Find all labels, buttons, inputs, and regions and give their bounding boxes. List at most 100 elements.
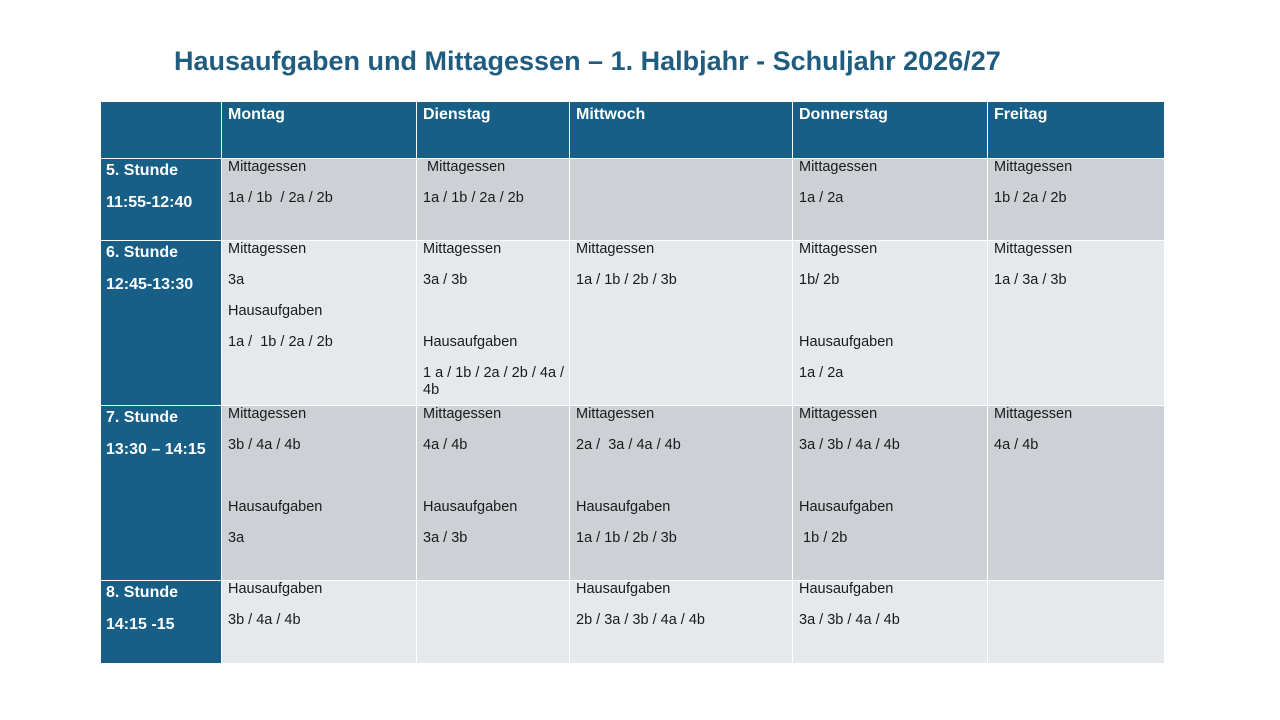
cell-line: 1a / 3a / 3b: [994, 272, 1067, 288]
table-row: 7. Stunde 13:30 – 14:15 Mittagessen 3b / 4a…: [100, 405, 1165, 581]
schedule-cell-donnerstag: Hausaufgaben 3a / 3b / 4a / 4b: [792, 580, 988, 664]
cell-line: 1a / 1b / 2a / 2b: [228, 190, 333, 206]
schedule-cell-mittwoch: Hausaufgaben 2b / 3a / 3b / 4a / 4b: [569, 580, 793, 664]
period-time: 12:45-13:30: [106, 276, 194, 293]
schedule-cell-dienstag: Mittagessen 4a / 4b Hausaufgaben 3a / 3b: [416, 405, 570, 581]
cell-line: Mittagessen: [423, 241, 502, 257]
cell-line: 4a / 4b: [994, 437, 1039, 453]
cell-line: Hausaufgaben: [228, 303, 323, 319]
period-time: 11:55-12:40: [106, 194, 193, 211]
day-header-donnerstag: Donnerstag: [792, 101, 988, 159]
cell-line: Hausaufgaben: [576, 581, 671, 597]
cell-line: [576, 468, 792, 499]
schedule-cell-donnerstag: Mittagessen 1a / 2a: [792, 158, 988, 241]
cell-line: Mittagessen: [423, 406, 502, 422]
cell-line: 1a / 1b / 2b / 3b: [576, 530, 677, 546]
table-row: 8. Stunde 14:15 -15 Hausaufgaben 3b / 4a / …: [100, 580, 1165, 664]
cell-line: Hausaufgaben: [799, 581, 894, 597]
cell-line: Mittagessen: [228, 406, 307, 422]
cell-line: Hausaufgaben: [228, 581, 323, 597]
cell-line: Hausaufgaben: [576, 499, 671, 515]
cell-line: 1b / 2a / 2b: [994, 190, 1067, 206]
cell-line: 3a / 3b: [423, 272, 468, 288]
cell-line: Hausaufgaben: [799, 334, 894, 350]
cell-line: 3b / 4a / 4b: [228, 437, 301, 453]
schedule-cell-mittwoch: [569, 158, 793, 241]
cell-line: 1 a / 1b / 2a / 2b / 4a / 4b: [423, 365, 569, 398]
day-header-freitag: Freitag: [987, 101, 1165, 159]
schedule-cell-freitag: Mittagessen 4a / 4b: [987, 405, 1165, 581]
cell-line: Mittagessen: [994, 406, 1073, 422]
period-label: 8. Stunde: [106, 584, 179, 601]
table-row: 5. Stunde 11:55-12:40 Mittagessen 1a / 1b /…: [100, 158, 1165, 241]
period-header: 7. Stunde 13:30 – 14:15: [100, 405, 222, 581]
cell-line: Hausaufgaben: [799, 499, 894, 515]
cell-line: [228, 468, 416, 499]
cell-line: 1a / 2a: [799, 365, 844, 381]
schedule-body: 5. Stunde 11:55-12:40 Mittagessen 1a / 1b /…: [100, 158, 1165, 664]
cell-line: 1a / 1b / 2a / 2b: [423, 190, 524, 206]
schedule-cell-montag: Hausaufgaben 3b / 4a / 4b: [221, 580, 417, 664]
schedule-cell-dienstag: Mittagessen 3a / 3b Hausaufgaben 1 a / 1b /…: [416, 240, 570, 406]
day-header-montag: Montag: [221, 101, 417, 159]
schedule-cell-montag: Mittagessen 3a Hausaufgaben 1a / 1b / 2a / …: [221, 240, 417, 406]
schedule-cell-montag: Mittagessen 3b / 4a / 4b Hausaufgaben 3a: [221, 405, 417, 581]
cell-line: 1a / 1b / 2a / 2b: [228, 334, 333, 350]
cell-line: 1b/ 2b: [799, 272, 840, 288]
period-header: 6. Stunde 12:45-13:30: [100, 240, 222, 406]
corner-cell: [100, 101, 222, 159]
cell-line: 3a: [228, 272, 245, 288]
cell-line: 4a / 4b: [423, 437, 468, 453]
cell-line: 3b / 4a / 4b: [228, 612, 301, 628]
cell-line: 1a / 2a: [799, 190, 844, 206]
cell-line: 3a / 3b / 4a / 4b: [799, 612, 900, 628]
cell-line: Mittagessen: [994, 159, 1073, 175]
cell-line: Mittagessen: [799, 159, 878, 175]
schedule-cell-freitag: [987, 580, 1165, 664]
cell-line: Hausaufgaben: [228, 499, 323, 515]
period-header: 5. Stunde 11:55-12:40: [100, 158, 222, 241]
cell-line: 1b / 2b: [799, 530, 848, 546]
day-header-mittwoch: Mittwoch: [569, 101, 793, 159]
cell-line: Mittagessen: [228, 241, 307, 257]
schedule-cell-mittwoch: Mittagessen 2a / 3a / 4a / 4b Hausaufgaben…: [569, 405, 793, 581]
schedule-cell-donnerstag: Mittagessen 3a / 3b / 4a / 4b Hausaufgaben…: [792, 405, 988, 581]
period-label: 7. Stunde: [106, 409, 179, 426]
cell-line: 2b / 3a / 3b / 4a / 4b: [576, 612, 705, 628]
schedule-cell-mittwoch: Mittagessen 1a / 1b / 2b / 3b: [569, 240, 793, 406]
period-time: 14:15 -15: [106, 616, 175, 633]
cell-line: [799, 468, 987, 499]
cell-line: Mittagessen: [799, 241, 878, 257]
cell-line: 2a / 3a / 4a / 4b: [576, 437, 681, 453]
cell-line: Hausaufgaben: [423, 334, 518, 350]
cell-line: Mittagessen: [228, 159, 307, 175]
cell-line: Mittagessen: [799, 406, 878, 422]
period-label: 5. Stunde: [106, 162, 179, 179]
schedule-cell-dienstag: [416, 580, 570, 664]
cell-line: 3a / 3b: [423, 530, 468, 546]
cell-line: Hausaufgaben: [423, 499, 518, 515]
period-time: 13:30 – 14:15: [106, 441, 206, 458]
cell-line: [799, 303, 987, 334]
schedule-cell-dienstag: Mittagessen 1a / 1b / 2a / 2b: [416, 158, 570, 241]
cell-line: Mittagessen: [423, 159, 506, 175]
period-label: 6. Stunde: [106, 244, 179, 261]
cell-line: 3a / 3b / 4a / 4b: [799, 437, 900, 453]
period-header: 8. Stunde 14:15 -15: [100, 580, 222, 664]
cell-line: 3a: [228, 530, 245, 546]
schedule-cell-freitag: Mittagessen 1b / 2a / 2b: [987, 158, 1165, 241]
schedule-table: Montag Dienstag Mittwoch Donnerstag Frei…: [100, 101, 1165, 664]
header-row: Montag Dienstag Mittwoch Donnerstag Frei…: [100, 101, 1165, 159]
day-header-dienstag: Dienstag: [416, 101, 570, 159]
schedule-cell-montag: Mittagessen 1a / 1b / 2a / 2b: [221, 158, 417, 241]
schedule-cell-freitag: Mittagessen 1a / 3a / 3b: [987, 240, 1165, 406]
page-title: Hausaufgaben und Mittagessen – 1. Halbja…: [174, 46, 1001, 76]
schedule-cell-donnerstag: Mittagessen 1b/ 2b Hausaufgaben 1a / 2a: [792, 240, 988, 406]
cell-line: [423, 303, 569, 334]
table-row: 6. Stunde 12:45-13:30 Mittagessen 3a Hausauf…: [100, 240, 1165, 406]
cell-line: Mittagessen: [994, 241, 1073, 257]
cell-line: Mittagessen: [576, 406, 655, 422]
cell-line: [423, 468, 569, 499]
cell-line: Mittagessen: [576, 241, 655, 257]
